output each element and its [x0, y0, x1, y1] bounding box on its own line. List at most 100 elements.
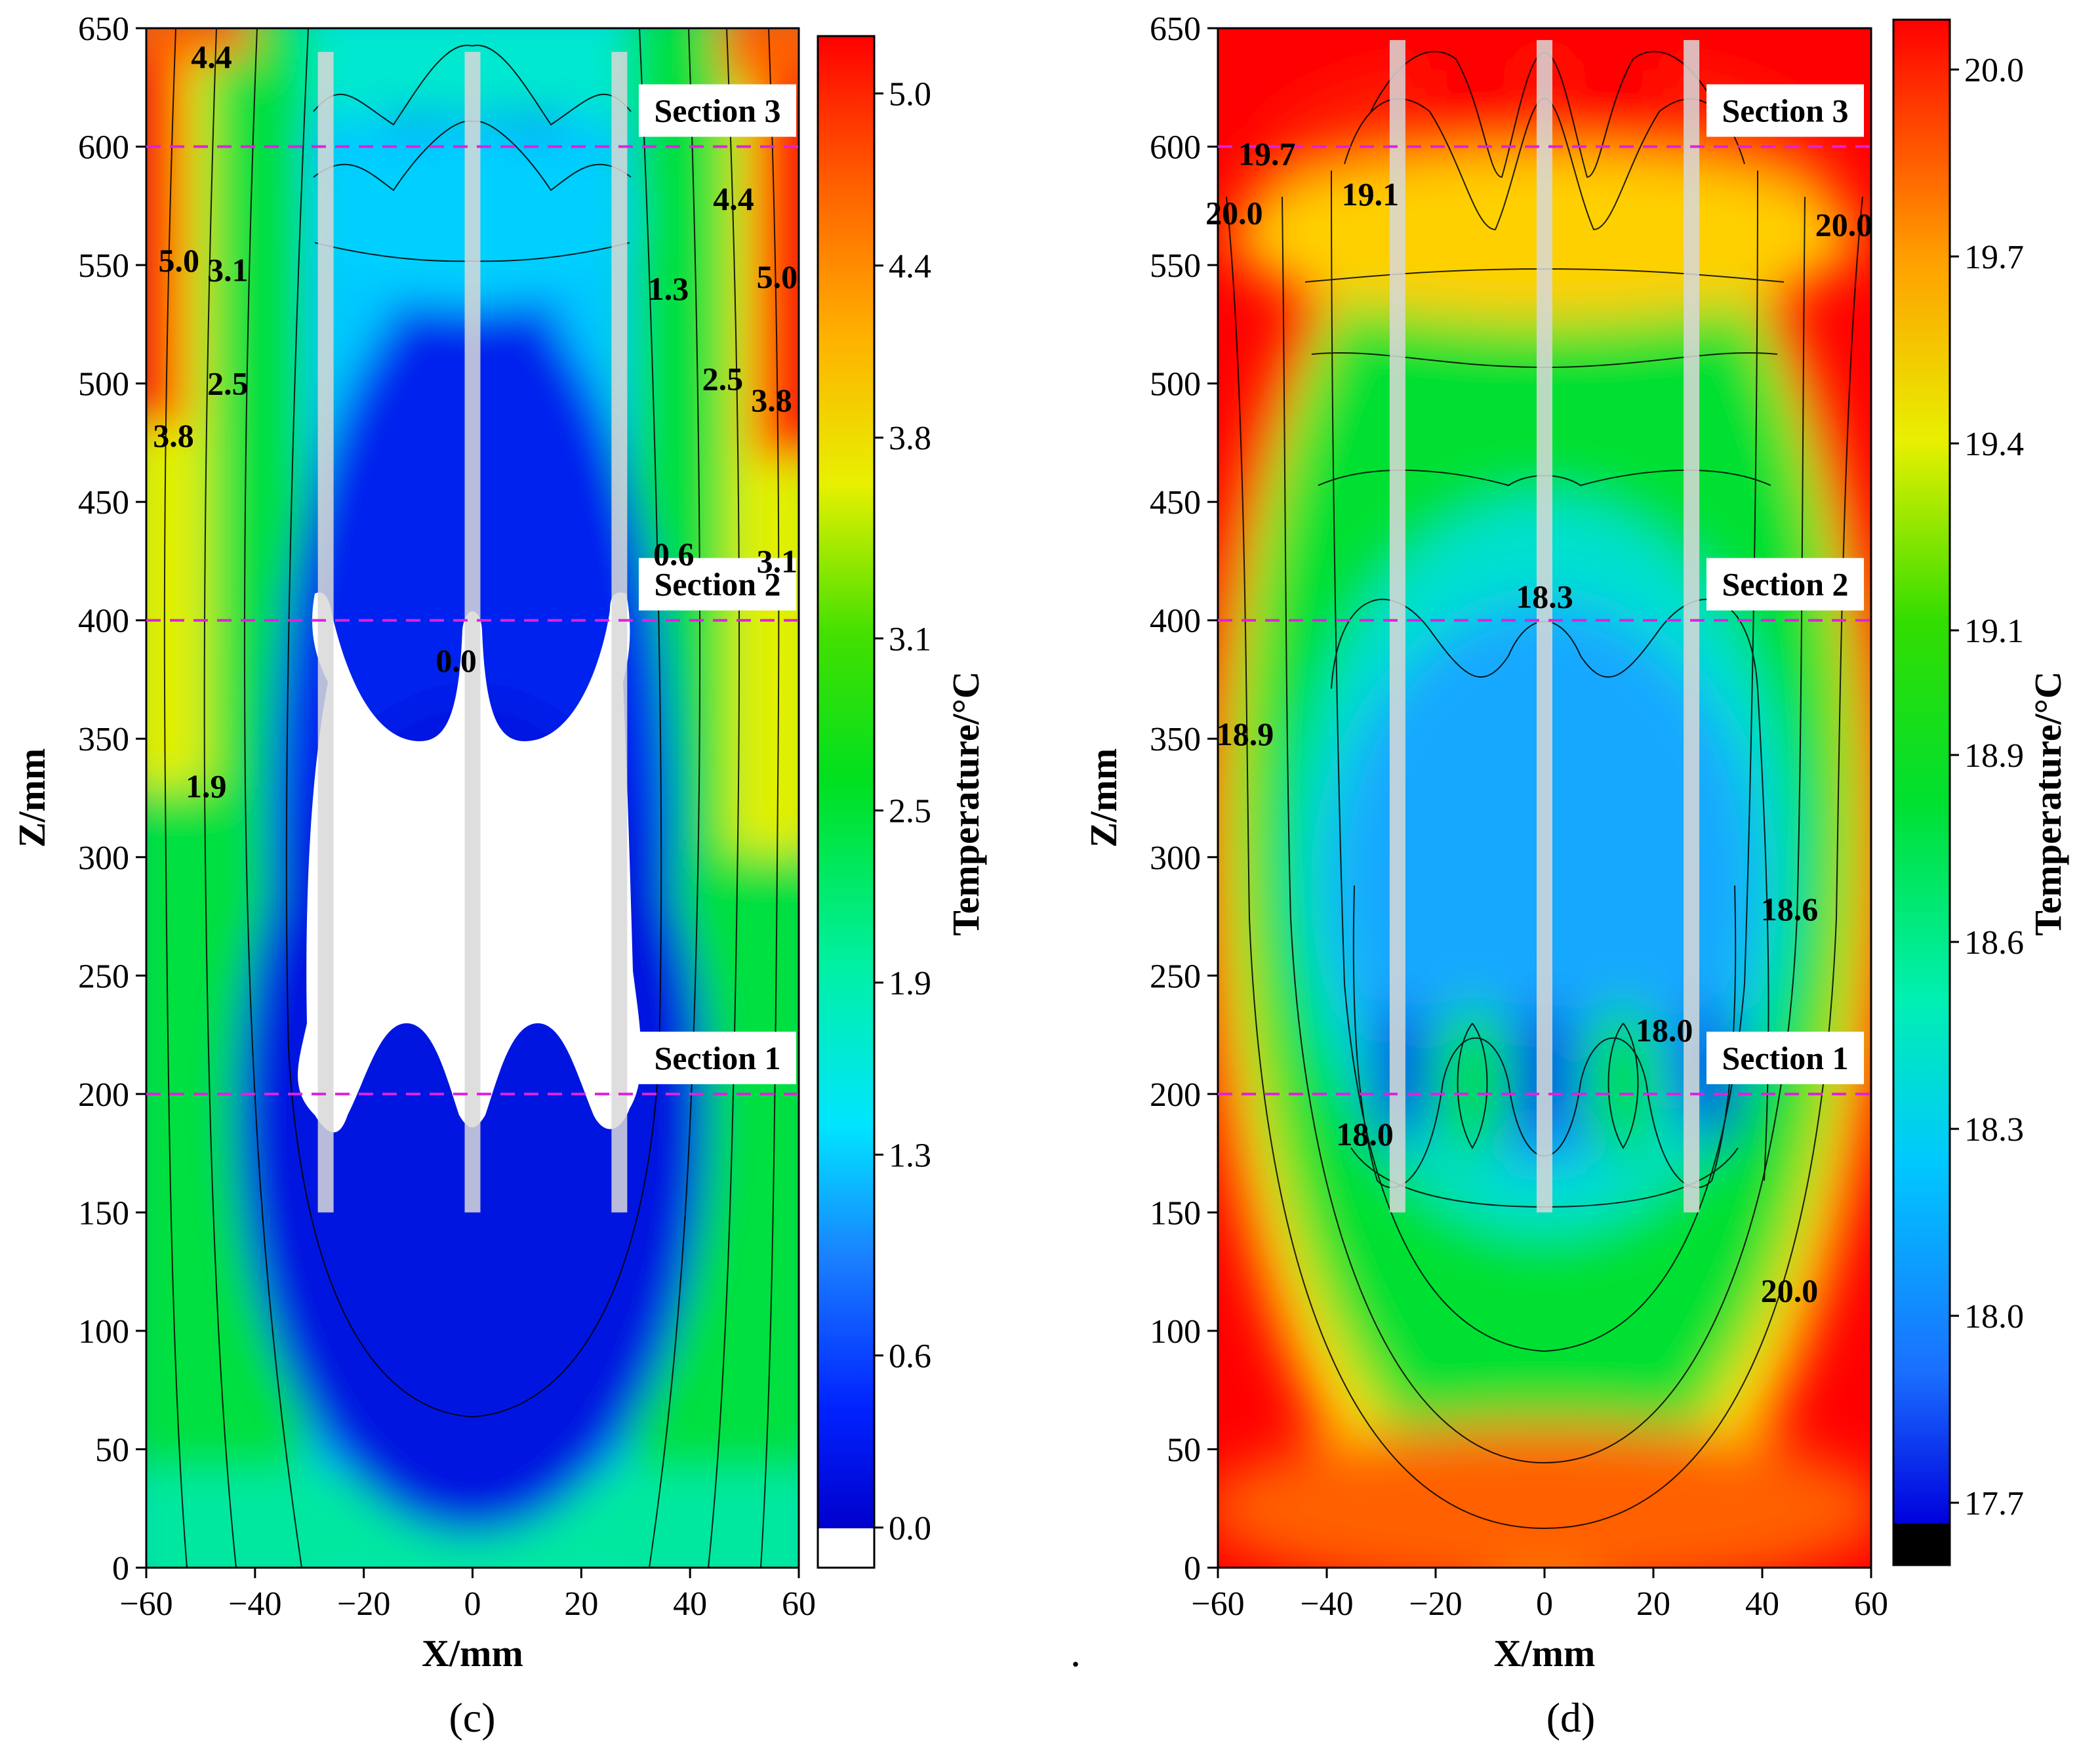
contour-label-d-5: 18.9: [1217, 716, 1274, 752]
contour-label-c-5: 5.0: [757, 258, 798, 295]
colorbar-frame-d: [1892, 18, 1951, 1566]
contour-label-c-3: 3.1: [207, 251, 249, 288]
x-tick-label-c-4: 20: [564, 1585, 598, 1623]
contour-label-d-1: 19.1: [1342, 176, 1400, 213]
section-label-box-d-3: [1706, 84, 1864, 137]
colorbar-tick-label-d-0: 17.7: [1964, 1485, 2024, 1522]
contour-label-d-6: 18.6: [1761, 891, 1819, 927]
section-label-box-c-3: [639, 84, 796, 137]
y-tick-label-d-5: 250: [1150, 958, 1201, 995]
pipe-d-0: [1389, 40, 1405, 1213]
section-label-d-3: Section 3: [1722, 92, 1848, 129]
colorbar-gradient-d: [1893, 20, 1950, 1523]
x-tick-label-c-5: 40: [673, 1585, 707, 1623]
section-label-d-2: Section 2: [1722, 566, 1848, 603]
pipe-c-2: [611, 52, 628, 1213]
pipe-d-2: [1684, 40, 1700, 1213]
x-tick-label-c-2: −20: [337, 1585, 390, 1623]
contour-label-c-0: 4.4: [191, 38, 232, 75]
colorbar-tick-label-c-0: 0.0: [889, 1510, 931, 1547]
y-tick-label-d-6: 300: [1150, 840, 1201, 877]
colorbar-c: 0.0 0.6 1.3 1.9 2.5 3.1 3.8 4.4 5.0: [817, 35, 931, 1569]
colorbar-tick-label-d-5: 19.1: [1964, 613, 2024, 650]
colorbar-title-c: Temperature/°C: [944, 671, 987, 935]
y-tick-label-d-2: 100: [1150, 1313, 1201, 1351]
colorbar-d: 17.7 18.0 18.3 18.6 18.9 19.1 19.4 19.7 20.0: [1892, 18, 2024, 1566]
colorbar-tick-label-d-4: 18.9: [1964, 737, 2024, 775]
pipes-c: [317, 52, 628, 1213]
section-label-c-1: Section 1: [654, 1040, 780, 1076]
contour-label-c-12: 0.0: [435, 642, 477, 679]
temperature-field-d: [1218, 28, 1871, 1568]
y-tick-label-d-3: 150: [1150, 1194, 1201, 1232]
section-label-d-1: Section 1: [1722, 1040, 1848, 1076]
colorbar-title-d: Temperature/°C: [2027, 671, 2069, 935]
y-axis-title-c: Z/mm: [10, 748, 53, 847]
colorbar-bottom-band-d: [1893, 1523, 1950, 1565]
contour-label-c-4: 1.3: [648, 270, 689, 307]
y-axis-title-d: Z/mm: [1082, 748, 1125, 847]
y-tick-label-d-7: 350: [1150, 721, 1201, 758]
pipes-d: [1389, 40, 1700, 1213]
x-tick-label-d-3: 0: [1536, 1585, 1553, 1623]
x-tick-label-c-3: 0: [464, 1585, 481, 1623]
colorbar-gradient-c: [818, 36, 874, 1528]
x-axis-title-c: X/mm: [422, 1632, 523, 1675]
colorbar-frame-c: [817, 35, 876, 1569]
contour-label-c-2: 5.0: [159, 242, 200, 279]
panel-d: Section 1 Section 2 Section 3 19.7 19.1 20.0…: [1082, 10, 2069, 1741]
contour-label-c-8: 3.8: [751, 382, 792, 418]
pipe-d-1: [1537, 40, 1552, 1213]
colorbar-tick-label-d-1: 18.0: [1964, 1298, 2024, 1335]
y-tick-label-d-0: 0: [1184, 1550, 1201, 1587]
x-tick-label-c-0: −60: [119, 1585, 172, 1623]
colorbar-tick-label-c-3: 1.9: [889, 965, 931, 1002]
y-tick-label-c-8: 400: [78, 603, 129, 640]
colorbar-tick-label-c-6: 3.8: [889, 420, 931, 457]
contour-label-c-13: 1.9: [186, 767, 227, 804]
y-tick-label-d-1: 50: [1167, 1431, 1201, 1469]
contour-label-c-7: 2.5: [702, 360, 744, 397]
section-label-box-d-1: [1706, 1031, 1864, 1084]
x-tick-label-c-1: −40: [228, 1585, 281, 1623]
y-tick-label-c-1: 50: [95, 1431, 129, 1469]
y-tick-label-c-11: 550: [78, 247, 129, 285]
colorbar-tick-label-d-2: 18.3: [1964, 1111, 2024, 1149]
separator-dot: .: [1070, 1629, 1081, 1675]
colorbar-tick-label-c-8: 5.0: [889, 75, 931, 113]
section-label-box-c-2: [639, 558, 796, 611]
x-tick-label-d-0: −60: [1191, 1585, 1244, 1623]
section-label-box-d-2: [1706, 558, 1864, 611]
colorbar-tick-label-d-8: 20.0: [1964, 52, 2024, 89]
contour-label-c-10: 0.6: [653, 536, 695, 573]
colorbar-tick-label-d-6: 19.4: [1964, 426, 2024, 463]
y-tick-label-c-4: 200: [78, 1076, 129, 1114]
colorbar-tick-label-c-1: 0.6: [889, 1337, 931, 1375]
contour-label-d-7: 18.0: [1636, 1011, 1693, 1048]
y-tick-label-d-4: 200: [1150, 1076, 1201, 1114]
panel-label-c: (c): [449, 1694, 495, 1741]
contour-label-c-6: 2.5: [207, 365, 249, 402]
y-tick-label-d-13: 650: [1150, 10, 1201, 48]
x-tick-label-c-6: 60: [782, 1585, 816, 1623]
y-tick-label-d-10: 500: [1150, 366, 1201, 403]
x-tick-label-d-4: 20: [1636, 1585, 1670, 1623]
x-tick-label-d-6: 60: [1854, 1585, 1888, 1623]
y-tick-label-c-12: 600: [78, 129, 129, 167]
section-label-c-2: Section 2: [654, 566, 780, 603]
y-tick-label-d-8: 400: [1150, 603, 1201, 640]
section-label-c-3: Section 3: [654, 92, 780, 129]
y-tick-label-c-0: 0: [112, 1550, 129, 1587]
temperature-field-c: [146, 28, 799, 1568]
y-tick-label-c-5: 250: [78, 958, 129, 995]
y-tick-label-c-7: 350: [78, 721, 129, 758]
y-tick-label-d-11: 550: [1150, 247, 1201, 285]
colorbar-tick-label-c-5: 3.1: [889, 621, 931, 658]
colorbar-zero-band-c: [818, 1528, 874, 1568]
pipe-c-1: [464, 52, 481, 1213]
pipe-c-0: [317, 52, 334, 1213]
y-tick-label-d-9: 450: [1150, 484, 1201, 521]
y-tick-label-c-10: 500: [78, 366, 129, 403]
